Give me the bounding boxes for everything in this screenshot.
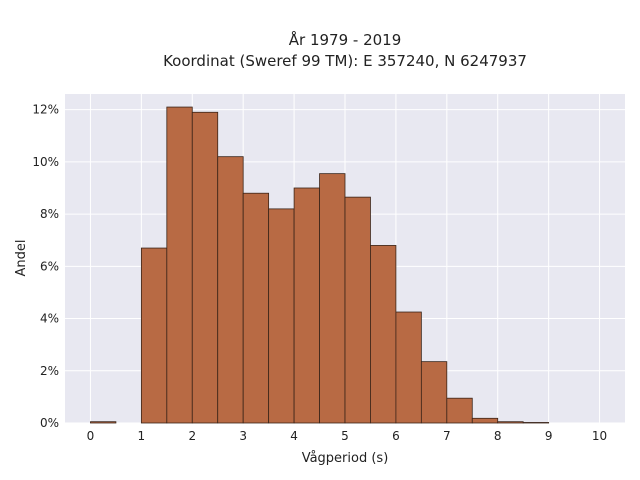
x-tick-label: 4: [290, 429, 298, 443]
y-tick-label: 4%: [40, 312, 59, 326]
chart-title-line-2: Koordinat (Sweref 99 TM): E 357240, N 62…: [163, 52, 527, 70]
histogram-bar: [140, 247, 168, 424]
histogram-bar: [446, 397, 473, 424]
y-axis-label: Andel: [14, 240, 29, 277]
histogram-bar: [90, 421, 117, 424]
y-tick-label: 2%: [40, 364, 59, 378]
y-tick-label: 6%: [40, 259, 59, 273]
x-tick-label: 0: [87, 429, 95, 443]
x-tick-label: 5: [341, 429, 349, 443]
histogram-bar: [370, 245, 397, 424]
histogram-bar: [344, 196, 371, 424]
histogram-bar: [395, 311, 422, 424]
histogram-bar: [217, 156, 244, 424]
histogram-bar: [420, 361, 448, 424]
y-tick-label: 0%: [40, 416, 59, 430]
histogram-bar: [471, 417, 499, 424]
bars: [90, 106, 550, 424]
x-tick-label: 3: [239, 429, 247, 443]
y-tick-label: 12%: [32, 103, 59, 117]
x-tick-label: 8: [494, 429, 502, 443]
x-axis-ticks: 0 1 2 3 4 5 6 7 8 9 10: [87, 429, 608, 443]
x-tick-label: 7: [443, 429, 451, 443]
x-tick-label: 9: [545, 429, 553, 443]
x-tick-label: 10: [592, 429, 607, 443]
histogram-bar: [166, 106, 193, 424]
histogram-bar: [319, 173, 346, 424]
histogram-bar: [497, 421, 524, 424]
y-tick-label: 10%: [32, 155, 59, 169]
histogram-bar: [522, 422, 550, 424]
histogram-bar: [191, 111, 219, 424]
x-tick-label: 6: [392, 429, 400, 443]
histogram-bar: [268, 208, 295, 424]
x-axis-label: Vågperiod (s): [302, 451, 389, 466]
y-tick-label: 8%: [40, 207, 59, 221]
chart-title-line-1: År 1979 - 2019: [289, 30, 402, 49]
x-tick-label: 1: [138, 429, 146, 443]
histogram-bar: [293, 187, 320, 424]
y-axis-ticks: 0% 2% 4% 6% 8% 10% 12%: [32, 103, 59, 430]
x-tick-label: 2: [188, 429, 196, 443]
histogram-bar: [242, 192, 270, 424]
